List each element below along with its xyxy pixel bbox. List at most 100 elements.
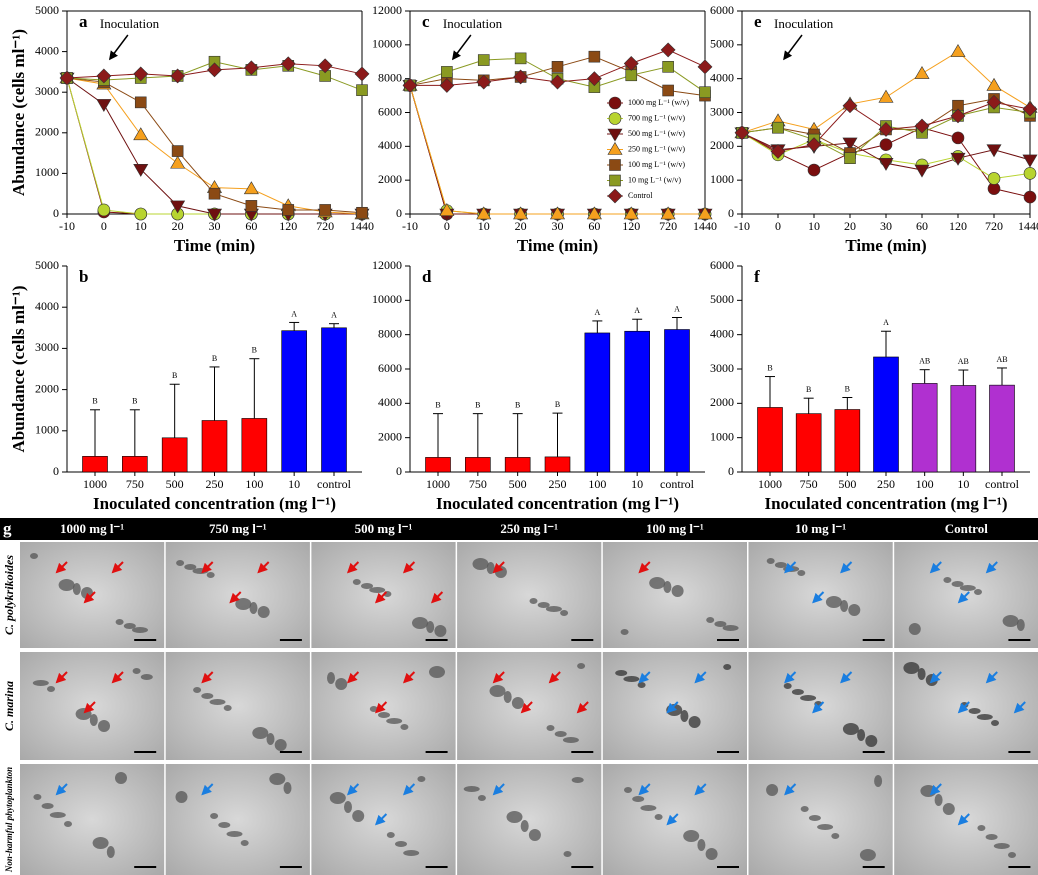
significance-letter: A bbox=[291, 309, 297, 318]
cell-blob bbox=[520, 820, 529, 832]
cell-blob bbox=[176, 560, 185, 566]
y-tick-label: 4000 bbox=[378, 395, 402, 409]
legend-label: 10 mg L⁻¹ (w/v) bbox=[628, 175, 681, 184]
point bbox=[986, 144, 1002, 158]
micrograph bbox=[311, 652, 456, 760]
cell-blob bbox=[506, 811, 523, 823]
point bbox=[699, 86, 711, 98]
y-tick-label: 5000 bbox=[710, 37, 734, 51]
significance-letter: B bbox=[132, 397, 137, 406]
x-tick-label: -10 bbox=[734, 219, 750, 233]
cell-blob bbox=[30, 553, 38, 559]
x-tick-label: 500 bbox=[166, 477, 184, 491]
y-tick-label: 10000 bbox=[372, 37, 402, 51]
y-tick-label: 4000 bbox=[35, 299, 59, 313]
micrograph bbox=[602, 652, 747, 760]
x-tick-label: 60 bbox=[245, 219, 257, 233]
bar bbox=[795, 413, 822, 473]
arrow bbox=[492, 561, 505, 574]
x-tick-label: 250 bbox=[877, 477, 895, 491]
cell-blob bbox=[663, 581, 672, 593]
x-tick-label: 30 bbox=[552, 219, 564, 233]
micrograph-image bbox=[165, 764, 310, 875]
point bbox=[134, 207, 148, 221]
bar bbox=[321, 327, 347, 473]
point bbox=[623, 206, 639, 220]
cell-blob bbox=[977, 825, 986, 831]
legend-label: 500 mg L⁻¹ (w/v) bbox=[628, 129, 685, 138]
cell-blob bbox=[649, 577, 666, 589]
cell-blob bbox=[563, 851, 572, 857]
cell-blob bbox=[115, 619, 124, 625]
cell-blob bbox=[959, 585, 976, 591]
x-axis-title: Inoculated concentration (mg l⁻¹) bbox=[436, 494, 679, 513]
x-tick-label: 750 bbox=[469, 477, 487, 491]
arrow bbox=[929, 783, 942, 796]
legend-label: Control bbox=[628, 191, 653, 200]
cell-blob bbox=[92, 837, 109, 849]
bar bbox=[989, 384, 1015, 473]
y-tick-label: 6000 bbox=[378, 104, 402, 118]
cell-blob bbox=[184, 564, 197, 570]
cell-blob bbox=[33, 794, 42, 800]
cell-blob bbox=[201, 693, 214, 699]
y-tick-label: 2000 bbox=[378, 429, 402, 443]
x-tick-label: 720 bbox=[659, 219, 677, 233]
point bbox=[586, 71, 602, 87]
annotation: Inoculation bbox=[100, 16, 160, 31]
cell-blob bbox=[766, 558, 775, 564]
point bbox=[439, 78, 455, 93]
cell-blob bbox=[352, 810, 365, 822]
panel-label: d bbox=[422, 267, 432, 286]
x-tick-label: 120 bbox=[279, 219, 297, 233]
bar bbox=[281, 330, 307, 473]
cell-blob bbox=[562, 737, 579, 743]
panel-label: b bbox=[79, 267, 88, 286]
point bbox=[914, 65, 930, 79]
arrow bbox=[694, 783, 707, 796]
annotation: Inoculation bbox=[443, 16, 503, 31]
point bbox=[243, 60, 259, 76]
point bbox=[1022, 154, 1038, 168]
arrow bbox=[374, 701, 388, 714]
cell-blob bbox=[132, 627, 148, 633]
micrograph bbox=[602, 764, 747, 875]
micrograph-image bbox=[894, 764, 1038, 875]
micrograph bbox=[457, 542, 602, 648]
bar bbox=[425, 457, 451, 473]
point bbox=[280, 56, 296, 72]
cell-blob bbox=[395, 841, 407, 847]
cell-blob bbox=[951, 581, 964, 587]
point bbox=[477, 54, 490, 66]
point bbox=[987, 172, 1001, 185]
cell-blob bbox=[327, 672, 335, 684]
cell-blob bbox=[477, 795, 486, 801]
cell-blob bbox=[943, 577, 952, 583]
cell-blob bbox=[223, 705, 232, 711]
x-tick-label: 100 bbox=[588, 477, 606, 491]
y-tick-label: 1000 bbox=[35, 423, 59, 437]
cell-blob bbox=[624, 787, 632, 793]
y-tick-label: 2000 bbox=[710, 395, 734, 409]
point bbox=[660, 42, 676, 58]
cell-blob bbox=[206, 572, 215, 578]
y-tick-label: 12000 bbox=[372, 258, 402, 272]
x-tick-label: 1440 bbox=[350, 219, 374, 233]
x-tick-label: 100 bbox=[245, 477, 263, 491]
cell-blob bbox=[705, 848, 718, 860]
arrow bbox=[666, 701, 679, 714]
point bbox=[772, 121, 784, 134]
cell-blob bbox=[791, 689, 804, 695]
point bbox=[208, 187, 221, 200]
arrow bbox=[346, 783, 360, 796]
cell-blob bbox=[615, 670, 628, 676]
cell-blob bbox=[808, 815, 821, 821]
row-label: C. marina bbox=[2, 681, 16, 731]
cell-blob bbox=[688, 716, 701, 728]
micrograph bbox=[20, 652, 165, 760]
point bbox=[549, 206, 566, 220]
bar bbox=[201, 420, 228, 473]
x-axis-title: Time (min) bbox=[845, 236, 926, 255]
micrograph-image bbox=[602, 764, 747, 875]
